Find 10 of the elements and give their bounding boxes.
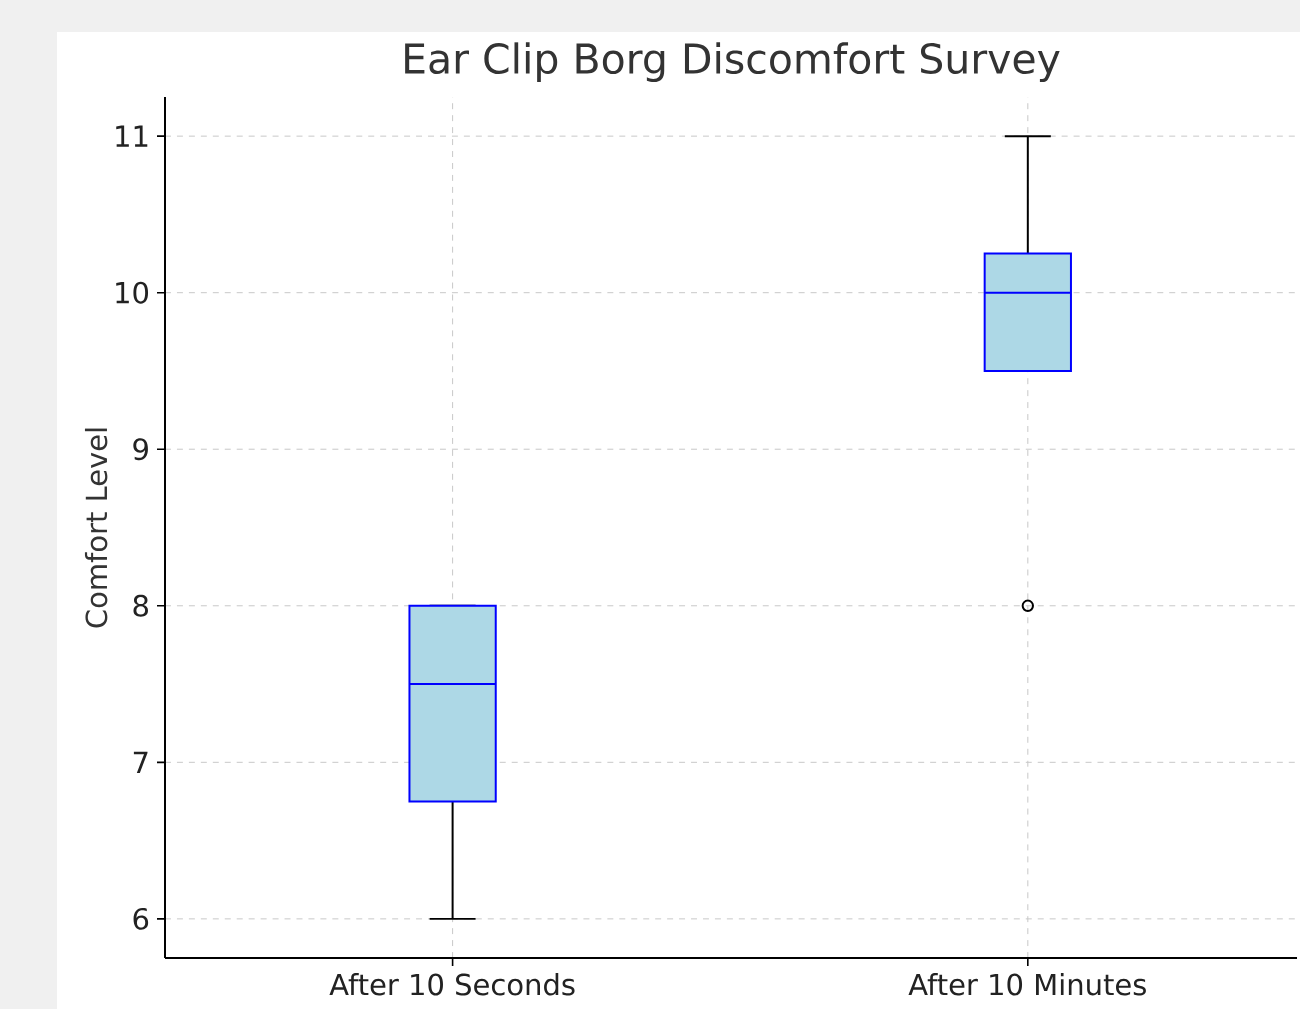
x-tick-label: After 10 Minutes <box>908 973 1146 996</box>
x-tick-label: After 10 Seconds <box>329 973 575 996</box>
y-tick-label: 8 <box>133 594 148 617</box>
y-axis-title: Comfort Level <box>84 428 108 628</box>
chart-title: Ear Clip Borg Discomfort Survey <box>405 42 1060 83</box>
y-tick-label: 11 <box>116 125 148 147</box>
y-tick-label: 9 <box>133 438 148 461</box>
y-tick-label: 10 <box>116 281 149 304</box>
y-tick-label: 7 <box>133 751 148 773</box>
y-tick-label: 6 <box>133 907 149 930</box>
